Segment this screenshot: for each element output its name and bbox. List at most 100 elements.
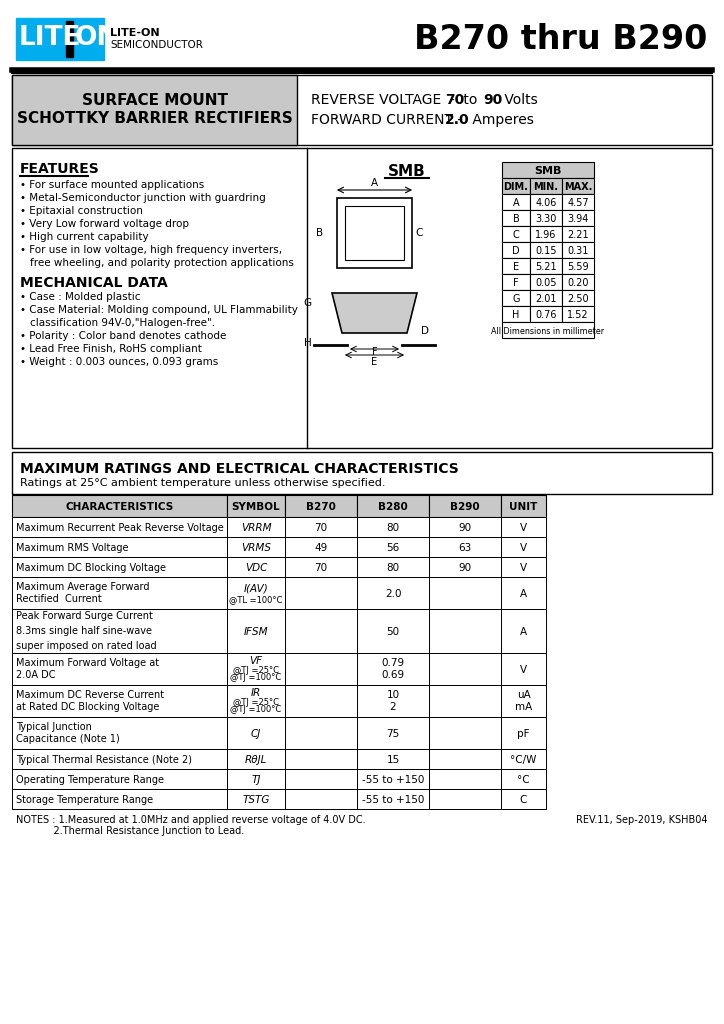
Text: 70: 70 [445,93,464,106]
Text: V: V [520,665,527,675]
Bar [562,290,594,306]
Text: Typical Junction: Typical Junction [16,722,92,732]
Text: A: A [513,198,519,208]
Bar [562,274,594,290]
Text: G: G [304,298,312,308]
Text: A: A [371,178,378,188]
Text: LITE: LITE [19,25,82,51]
Bar [12,75,297,145]
Text: 80: 80 [387,523,400,534]
Text: Maximum Recurrent Peak Reverse Voltage: Maximum Recurrent Peak Reverse Voltage [16,523,224,534]
Text: CHARACTERISTICS: CHARACTERISTICS [65,502,174,512]
Bar [357,653,429,685]
Bar [530,274,562,290]
Bar [285,653,357,685]
Text: 2.01: 2.01 [535,294,557,304]
Bar [285,577,357,609]
Text: • Epitaxial construction: • Epitaxial construction [20,206,143,216]
Bar [501,769,546,790]
Bar [562,210,594,226]
Text: UNIT: UNIT [509,502,538,512]
Bar [285,495,357,517]
Bar [12,577,227,609]
Text: 8.3ms single half sine-wave: 8.3ms single half sine-wave [16,626,152,636]
Text: 2.0A DC: 2.0A DC [16,670,56,680]
Bar [357,517,429,537]
Text: Maximum RMS Voltage: Maximum RMS Voltage [16,543,128,553]
Bar [12,75,712,145]
Text: 80: 80 [387,563,400,573]
Text: 2.21: 2.21 [567,230,589,240]
Bar [502,242,530,258]
Bar [357,537,429,557]
Bar [357,769,429,790]
Text: -55 to +150: -55 to +150 [362,795,424,805]
Bar [227,749,285,769]
Bar [12,537,227,557]
Bar [562,226,594,242]
Bar [285,790,357,809]
Text: °C/W: °C/W [510,755,536,765]
Bar [357,790,429,809]
Text: IR: IR [251,688,261,698]
Text: • Very Low forward voltage drop: • Very Low forward voltage drop [20,219,189,229]
Bar [337,198,412,268]
Bar [562,178,594,194]
Text: 0.69: 0.69 [382,670,405,680]
Bar [562,258,594,274]
Text: 10: 10 [387,690,400,700]
Text: 63: 63 [458,543,471,553]
Bar [562,306,594,322]
Bar [12,717,227,749]
Text: 75: 75 [387,729,400,739]
Bar [562,242,594,258]
Text: free wheeling, and polarity protection applications: free wheeling, and polarity protection a… [30,258,294,268]
Bar [502,306,530,322]
Bar [285,517,357,537]
Bar [502,322,594,338]
Text: • Polarity : Color band denotes cathode: • Polarity : Color band denotes cathode [20,331,227,341]
Bar [429,769,501,790]
Bar [285,537,357,557]
Text: REV.11, Sep-2019, KSHB04: REV.11, Sep-2019, KSHB04 [576,815,708,825]
Text: Maximum Forward Voltage at: Maximum Forward Voltage at [16,658,159,669]
Bar [227,557,285,577]
Bar [12,609,227,653]
Text: ON: ON [75,25,119,51]
Text: Ratings at 25°C ambient temperature unless otherwise specified.: Ratings at 25°C ambient temperature unle… [20,478,385,488]
Bar [502,178,530,194]
Bar [502,226,530,242]
Bar [12,8,712,72]
Text: • High current capability: • High current capability [20,232,148,242]
Bar [227,717,285,749]
Bar [12,148,712,449]
Text: 4.57: 4.57 [567,198,589,208]
Bar [12,495,227,517]
Bar [502,258,530,274]
Bar [12,790,227,809]
Text: 0.31: 0.31 [568,246,589,256]
Bar [429,517,501,537]
Text: 2: 2 [390,701,396,712]
Bar [502,162,594,178]
Text: IFSM: IFSM [244,627,269,637]
Bar [357,577,429,609]
Bar [285,609,357,653]
Bar [501,495,546,517]
Bar [530,242,562,258]
Text: Operating Temperature Range: Operating Temperature Range [16,775,164,785]
Text: 90: 90 [458,563,471,573]
Text: 56: 56 [387,543,400,553]
Bar [227,577,285,609]
Text: super imposed on rated load: super imposed on rated load [16,641,156,650]
Bar [357,609,429,653]
Text: 49: 49 [314,543,328,553]
Text: 2.Thermal Resistance Junction to Lead.: 2.Thermal Resistance Junction to Lead. [16,826,244,836]
Text: B: B [316,228,323,238]
Text: SEMICONDUCTOR: SEMICONDUCTOR [110,40,203,50]
Text: 0.79: 0.79 [382,658,405,669]
Bar [12,452,712,494]
Text: VDC: VDC [245,563,267,573]
Text: REVERSE VOLTAGE  -: REVERSE VOLTAGE - [311,93,459,106]
Bar [429,557,501,577]
